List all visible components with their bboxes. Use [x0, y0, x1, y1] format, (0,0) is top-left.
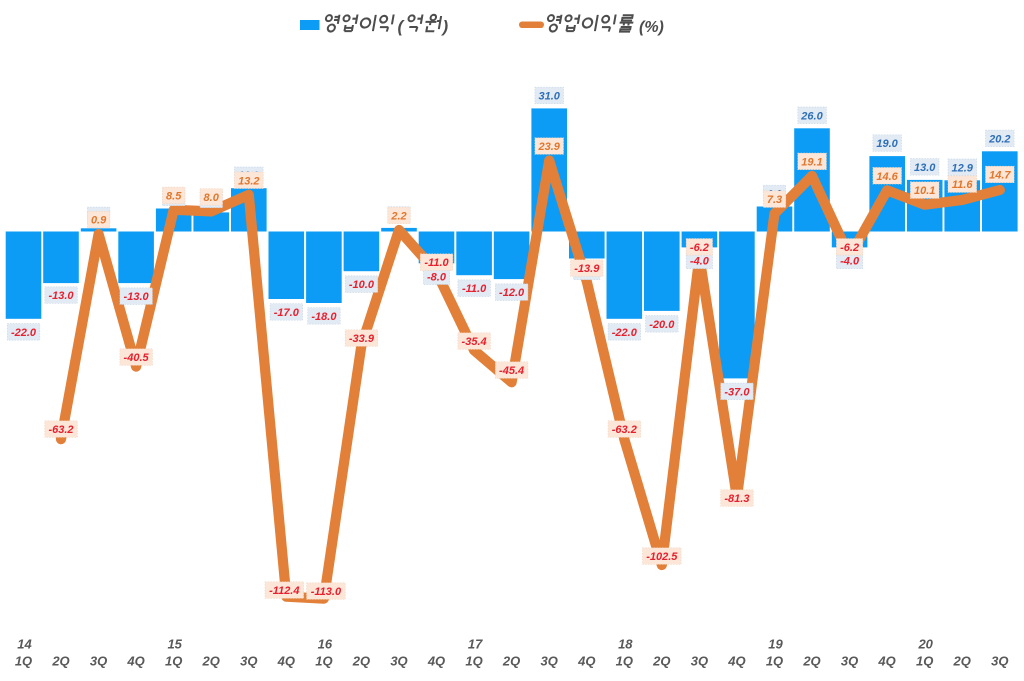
svg-text:0.9: 0.9: [91, 215, 107, 227]
svg-text:2Q: 2Q: [652, 654, 670, 669]
svg-text:-113.0: -113.0: [311, 586, 342, 598]
svg-text:-11.0: -11.0: [462, 283, 487, 295]
svg-text:2.2: 2.2: [390, 211, 406, 223]
svg-text:8.5: 8.5: [166, 190, 182, 202]
svg-text:26.0: 26.0: [800, 110, 823, 122]
svg-text:13.2: 13.2: [238, 175, 259, 187]
svg-text:-40.5: -40.5: [124, 352, 150, 364]
svg-text:-13.0: -13.0: [124, 291, 150, 303]
svg-text:3Q: 3Q: [90, 654, 107, 669]
svg-text:-102.5: -102.5: [646, 551, 678, 563]
svg-text:-20.0: -20.0: [649, 319, 675, 331]
svg-text:-8.0: -8.0: [427, 271, 447, 283]
svg-text:1Q: 1Q: [916, 654, 933, 669]
svg-text:3Q: 3Q: [691, 654, 708, 669]
svg-text:2Q: 2Q: [502, 654, 520, 669]
svg-text:-18.0: -18.0: [311, 311, 337, 323]
svg-text:20: 20: [917, 637, 933, 652]
svg-text:16: 16: [318, 637, 333, 652]
svg-text:18: 18: [618, 637, 633, 652]
svg-text:11.6: 11.6: [952, 179, 973, 191]
svg-text:2Q: 2Q: [802, 654, 820, 669]
svg-text:3Q: 3Q: [240, 654, 257, 669]
svg-text:3Q: 3Q: [841, 654, 858, 669]
svg-text:19.1: 19.1: [801, 156, 822, 168]
svg-text:-11.0: -11.0: [424, 257, 449, 269]
svg-text:-63.2: -63.2: [48, 424, 73, 436]
svg-text:-13.9: -13.9: [574, 263, 600, 275]
svg-text:13.0: 13.0: [914, 162, 936, 174]
svg-text:-12.0: -12.0: [499, 287, 525, 299]
svg-text:): ): [441, 17, 449, 36]
svg-text:7.3: 7.3: [767, 194, 782, 206]
svg-text:-10.0: -10.0: [349, 279, 375, 291]
svg-text:1Q: 1Q: [465, 654, 482, 669]
svg-text:-37.0: -37.0: [724, 386, 750, 398]
svg-text:4Q: 4Q: [277, 654, 295, 669]
svg-text:14.6: 14.6: [876, 171, 898, 183]
svg-text:-6.2: -6.2: [840, 242, 859, 254]
svg-text:3Q: 3Q: [541, 654, 558, 669]
svg-text:14: 14: [17, 637, 32, 652]
svg-text:12.9: 12.9: [951, 162, 973, 174]
svg-text:-112.4: -112.4: [269, 585, 299, 597]
svg-text:1Q: 1Q: [15, 654, 32, 669]
svg-text:23.9: 23.9: [537, 141, 560, 153]
svg-text:4Q: 4Q: [427, 654, 445, 669]
svg-text:-4.0: -4.0: [690, 255, 710, 267]
svg-text:1Q: 1Q: [766, 654, 783, 669]
svg-text:3Q: 3Q: [991, 654, 1008, 669]
svg-text:10.1: 10.1: [914, 185, 935, 197]
svg-text:2Q: 2Q: [352, 654, 370, 669]
svg-text:-63.2: -63.2: [612, 424, 637, 436]
svg-text:1Q: 1Q: [165, 654, 182, 669]
svg-text:-81.3: -81.3: [724, 493, 749, 505]
svg-text:-22.0: -22.0: [11, 327, 37, 339]
svg-text:17: 17: [468, 637, 483, 652]
svg-text:-22.0: -22.0: [612, 327, 638, 339]
svg-text:4Q: 4Q: [126, 654, 144, 669]
svg-text:-17.0: -17.0: [274, 307, 300, 319]
svg-text:-6.2: -6.2: [690, 242, 709, 254]
svg-text:2Q: 2Q: [953, 654, 971, 669]
svg-text:15: 15: [167, 637, 182, 652]
svg-text:-35.4: -35.4: [462, 336, 487, 348]
svg-text:1Q: 1Q: [616, 654, 633, 669]
svg-text:14.7: 14.7: [989, 170, 1011, 182]
svg-text:-33.9: -33.9: [349, 333, 375, 345]
svg-text:4Q: 4Q: [877, 654, 895, 669]
svg-text:19: 19: [768, 637, 783, 652]
svg-text:8.0: 8.0: [204, 192, 220, 204]
svg-text:19.0: 19.0: [876, 138, 898, 150]
svg-text:3Q: 3Q: [390, 654, 407, 669]
svg-text:-45.4: -45.4: [499, 365, 524, 377]
svg-text:(: (: [398, 17, 406, 36]
svg-text:31.0: 31.0: [538, 90, 560, 102]
svg-text:2Q: 2Q: [51, 654, 69, 669]
svg-text:2Q: 2Q: [202, 654, 220, 669]
svg-text:4Q: 4Q: [727, 654, 745, 669]
svg-text:-13.0: -13.0: [48, 290, 74, 302]
svg-text:20.2: 20.2: [988, 133, 1010, 145]
svg-text:4Q: 4Q: [577, 654, 595, 669]
svg-text:-4.0: -4.0: [840, 255, 860, 267]
svg-text:1Q: 1Q: [315, 654, 332, 669]
svg-text:(%): (%): [639, 19, 664, 36]
